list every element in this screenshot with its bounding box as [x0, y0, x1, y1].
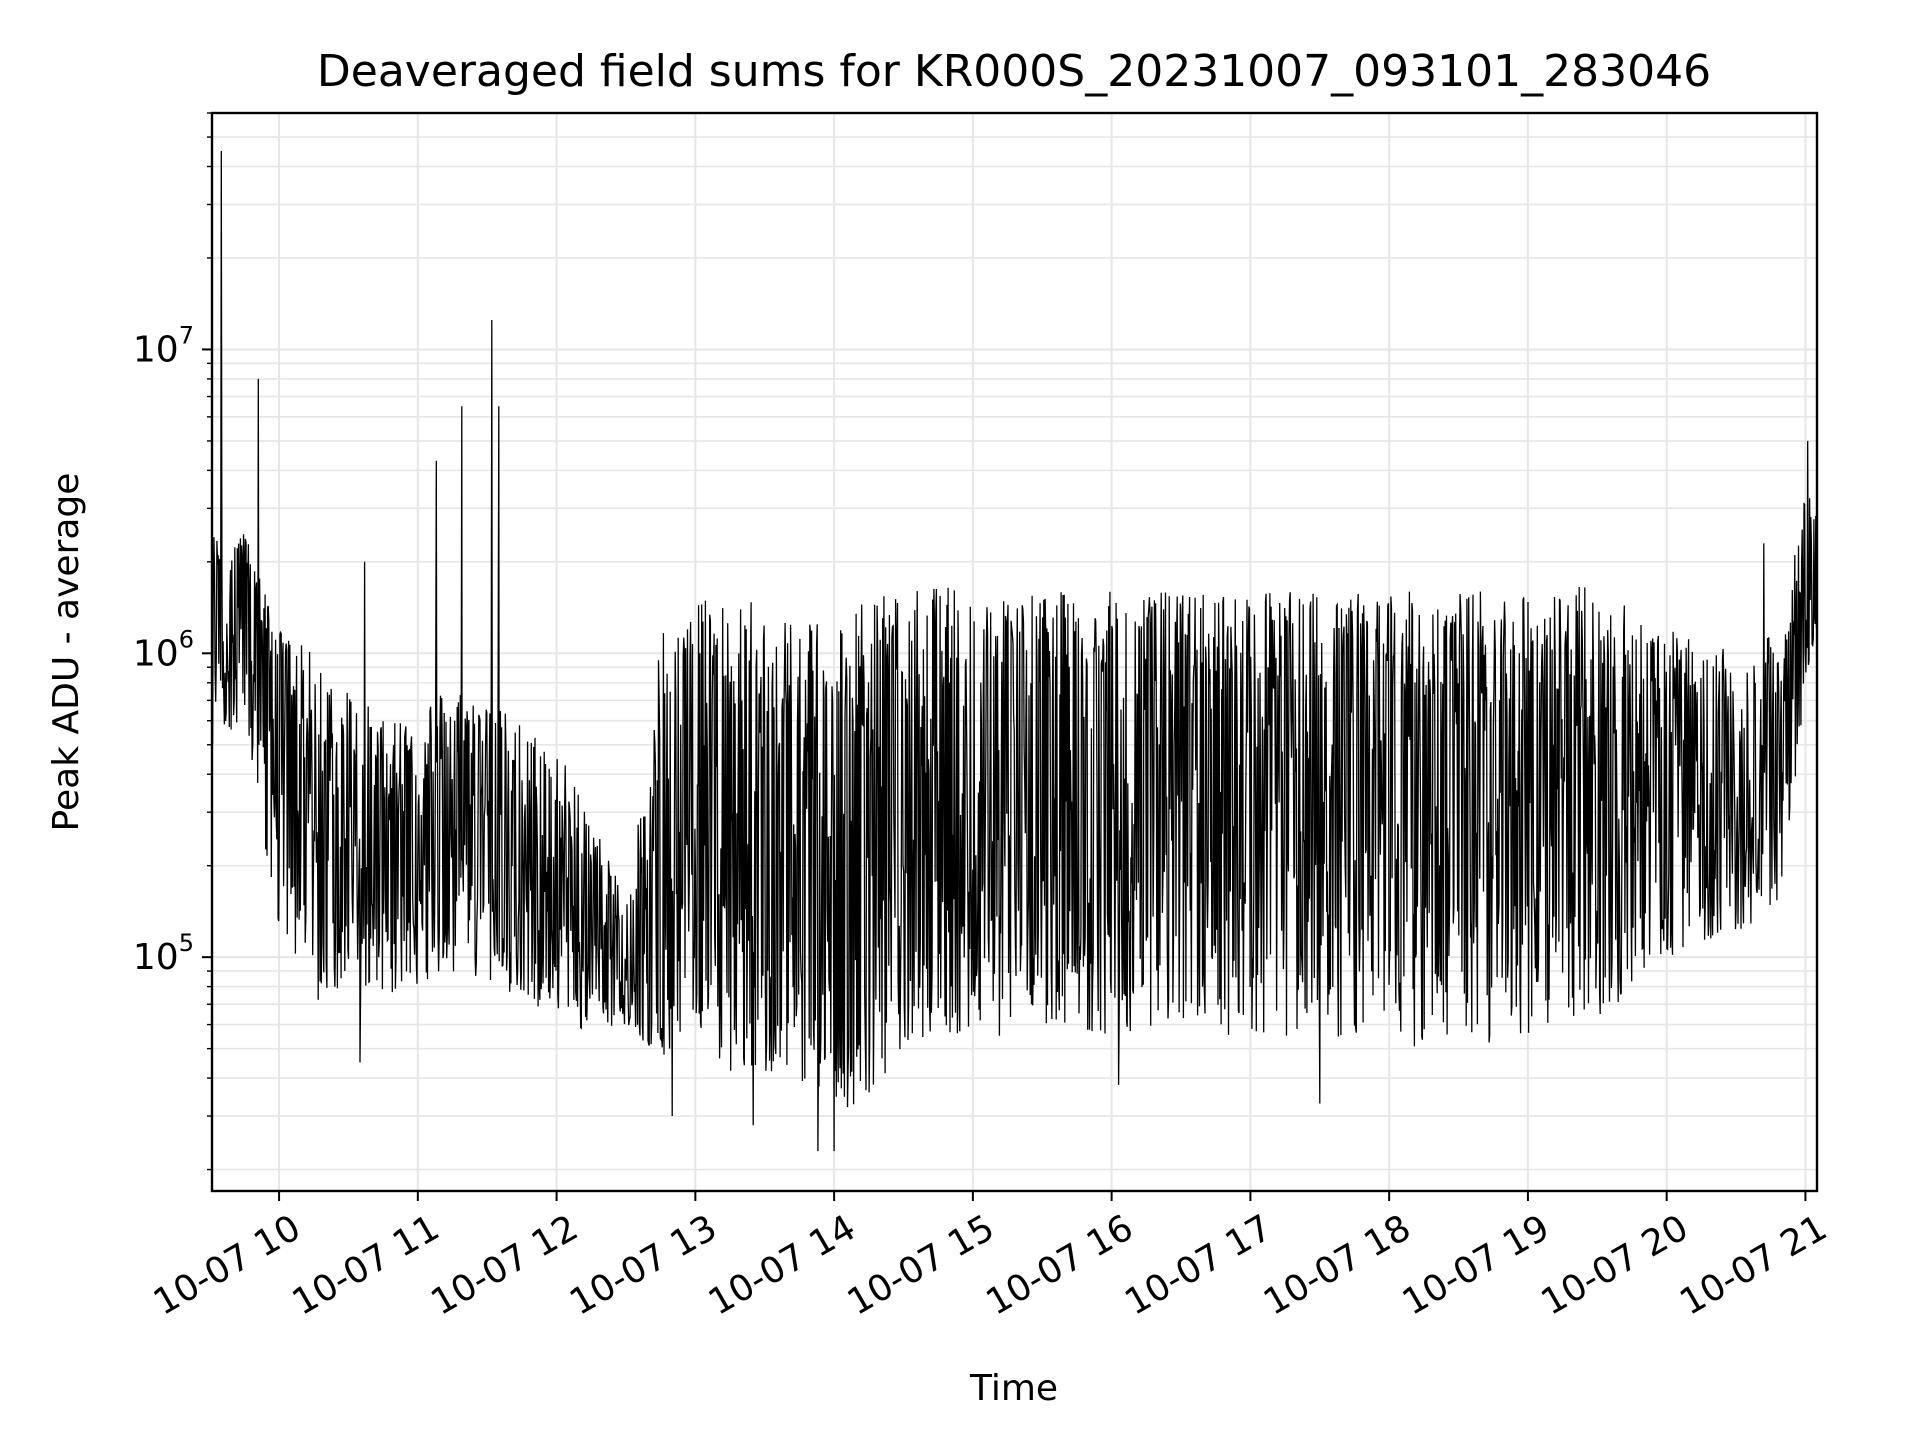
- series-line: [211, 150, 1818, 1152]
- x-axis-label: Time: [969, 1368, 1058, 1409]
- y-tick-label: 105: [133, 929, 194, 978]
- series-group: [211, 150, 1818, 1152]
- plot-frame: [210, 111, 1819, 1193]
- y-tick-label: 107: [133, 321, 194, 370]
- y-axis-label: Peak ADU - average: [46, 473, 87, 832]
- y-axis: 105 106 107: [133, 112, 212, 1171]
- y-tick-label: 106: [133, 625, 194, 674]
- chart-title: Deaveraged field sums for KR000S_2023100…: [317, 46, 1711, 97]
